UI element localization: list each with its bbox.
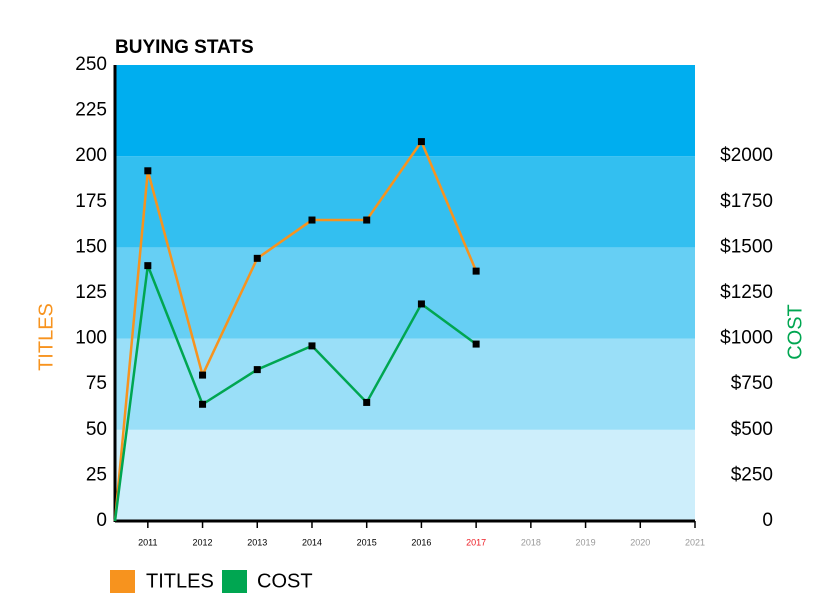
point-marker — [144, 262, 152, 270]
y-tick-label: 125 — [75, 282, 107, 303]
y2-tick-label: $1250 — [720, 282, 773, 303]
point-marker — [472, 267, 480, 275]
point-marker — [199, 400, 207, 408]
y2-tick-label: 0 — [762, 510, 773, 531]
x-tick-label: 2020 — [630, 537, 650, 547]
legend-swatch — [222, 570, 247, 593]
x-tick-label: 2019 — [576, 537, 596, 547]
point-marker — [308, 342, 316, 350]
y2-tick-label: $500 — [731, 419, 773, 440]
point-marker — [417, 138, 425, 146]
x-tick-label: 2015 — [357, 537, 377, 547]
y2-tick-label: $1750 — [720, 191, 773, 212]
x-tick-label: 2012 — [193, 537, 213, 547]
point-marker — [199, 371, 207, 379]
y2-axis-label: COST — [784, 304, 806, 360]
series-line — [113, 265, 477, 522]
point-marker — [144, 167, 152, 175]
y2-tick-label: $2000 — [720, 145, 773, 166]
y-tick-label: 250 — [75, 54, 107, 75]
y-tick-label: 25 — [86, 464, 107, 485]
point-marker — [363, 398, 371, 406]
x-tick-label: 2014 — [302, 537, 322, 547]
x-tick-label: 2016 — [411, 537, 431, 547]
point-marker — [472, 340, 480, 348]
x-tick-label: 2011 — [138, 537, 157, 547]
y-tick-label: 150 — [75, 236, 107, 257]
y2-tick-label: $1500 — [720, 236, 773, 257]
y-tick-label: 0 — [96, 510, 107, 531]
y2-tick-label: $750 — [731, 373, 773, 394]
legend-swatch — [110, 570, 135, 593]
y-tick-label: 225 — [75, 100, 107, 121]
y2-tick-label: $1000 — [720, 328, 773, 349]
series-line — [113, 139, 478, 522]
y-tick-label: 75 — [86, 373, 107, 394]
legend-label: COST — [257, 570, 313, 592]
point-marker — [308, 216, 316, 224]
legend-label: TITLES — [146, 570, 214, 592]
y-tick-label: 50 — [86, 419, 107, 440]
background-band — [115, 429, 695, 521]
point-marker — [417, 300, 425, 308]
x-tick-label: 2018 — [521, 537, 541, 547]
x-tick-label: 2017 — [466, 537, 486, 547]
background-band — [115, 247, 695, 339]
y-tick-label: 175 — [75, 191, 107, 212]
y-axis-label: TITLES — [35, 303, 57, 371]
background-band — [115, 156, 695, 248]
background-band — [115, 65, 695, 157]
y-tick-label: 200 — [75, 145, 107, 166]
point-marker — [253, 254, 261, 262]
point-marker — [253, 366, 261, 374]
point-marker — [363, 216, 371, 224]
background-band — [115, 338, 695, 430]
y2-tick-label: $250 — [731, 464, 773, 485]
x-tick-label: 2013 — [247, 537, 267, 547]
chart-title: BUYING STATS — [115, 37, 254, 58]
x-tick-label: 2021 — [685, 537, 705, 547]
y-tick-label: 100 — [75, 328, 107, 349]
